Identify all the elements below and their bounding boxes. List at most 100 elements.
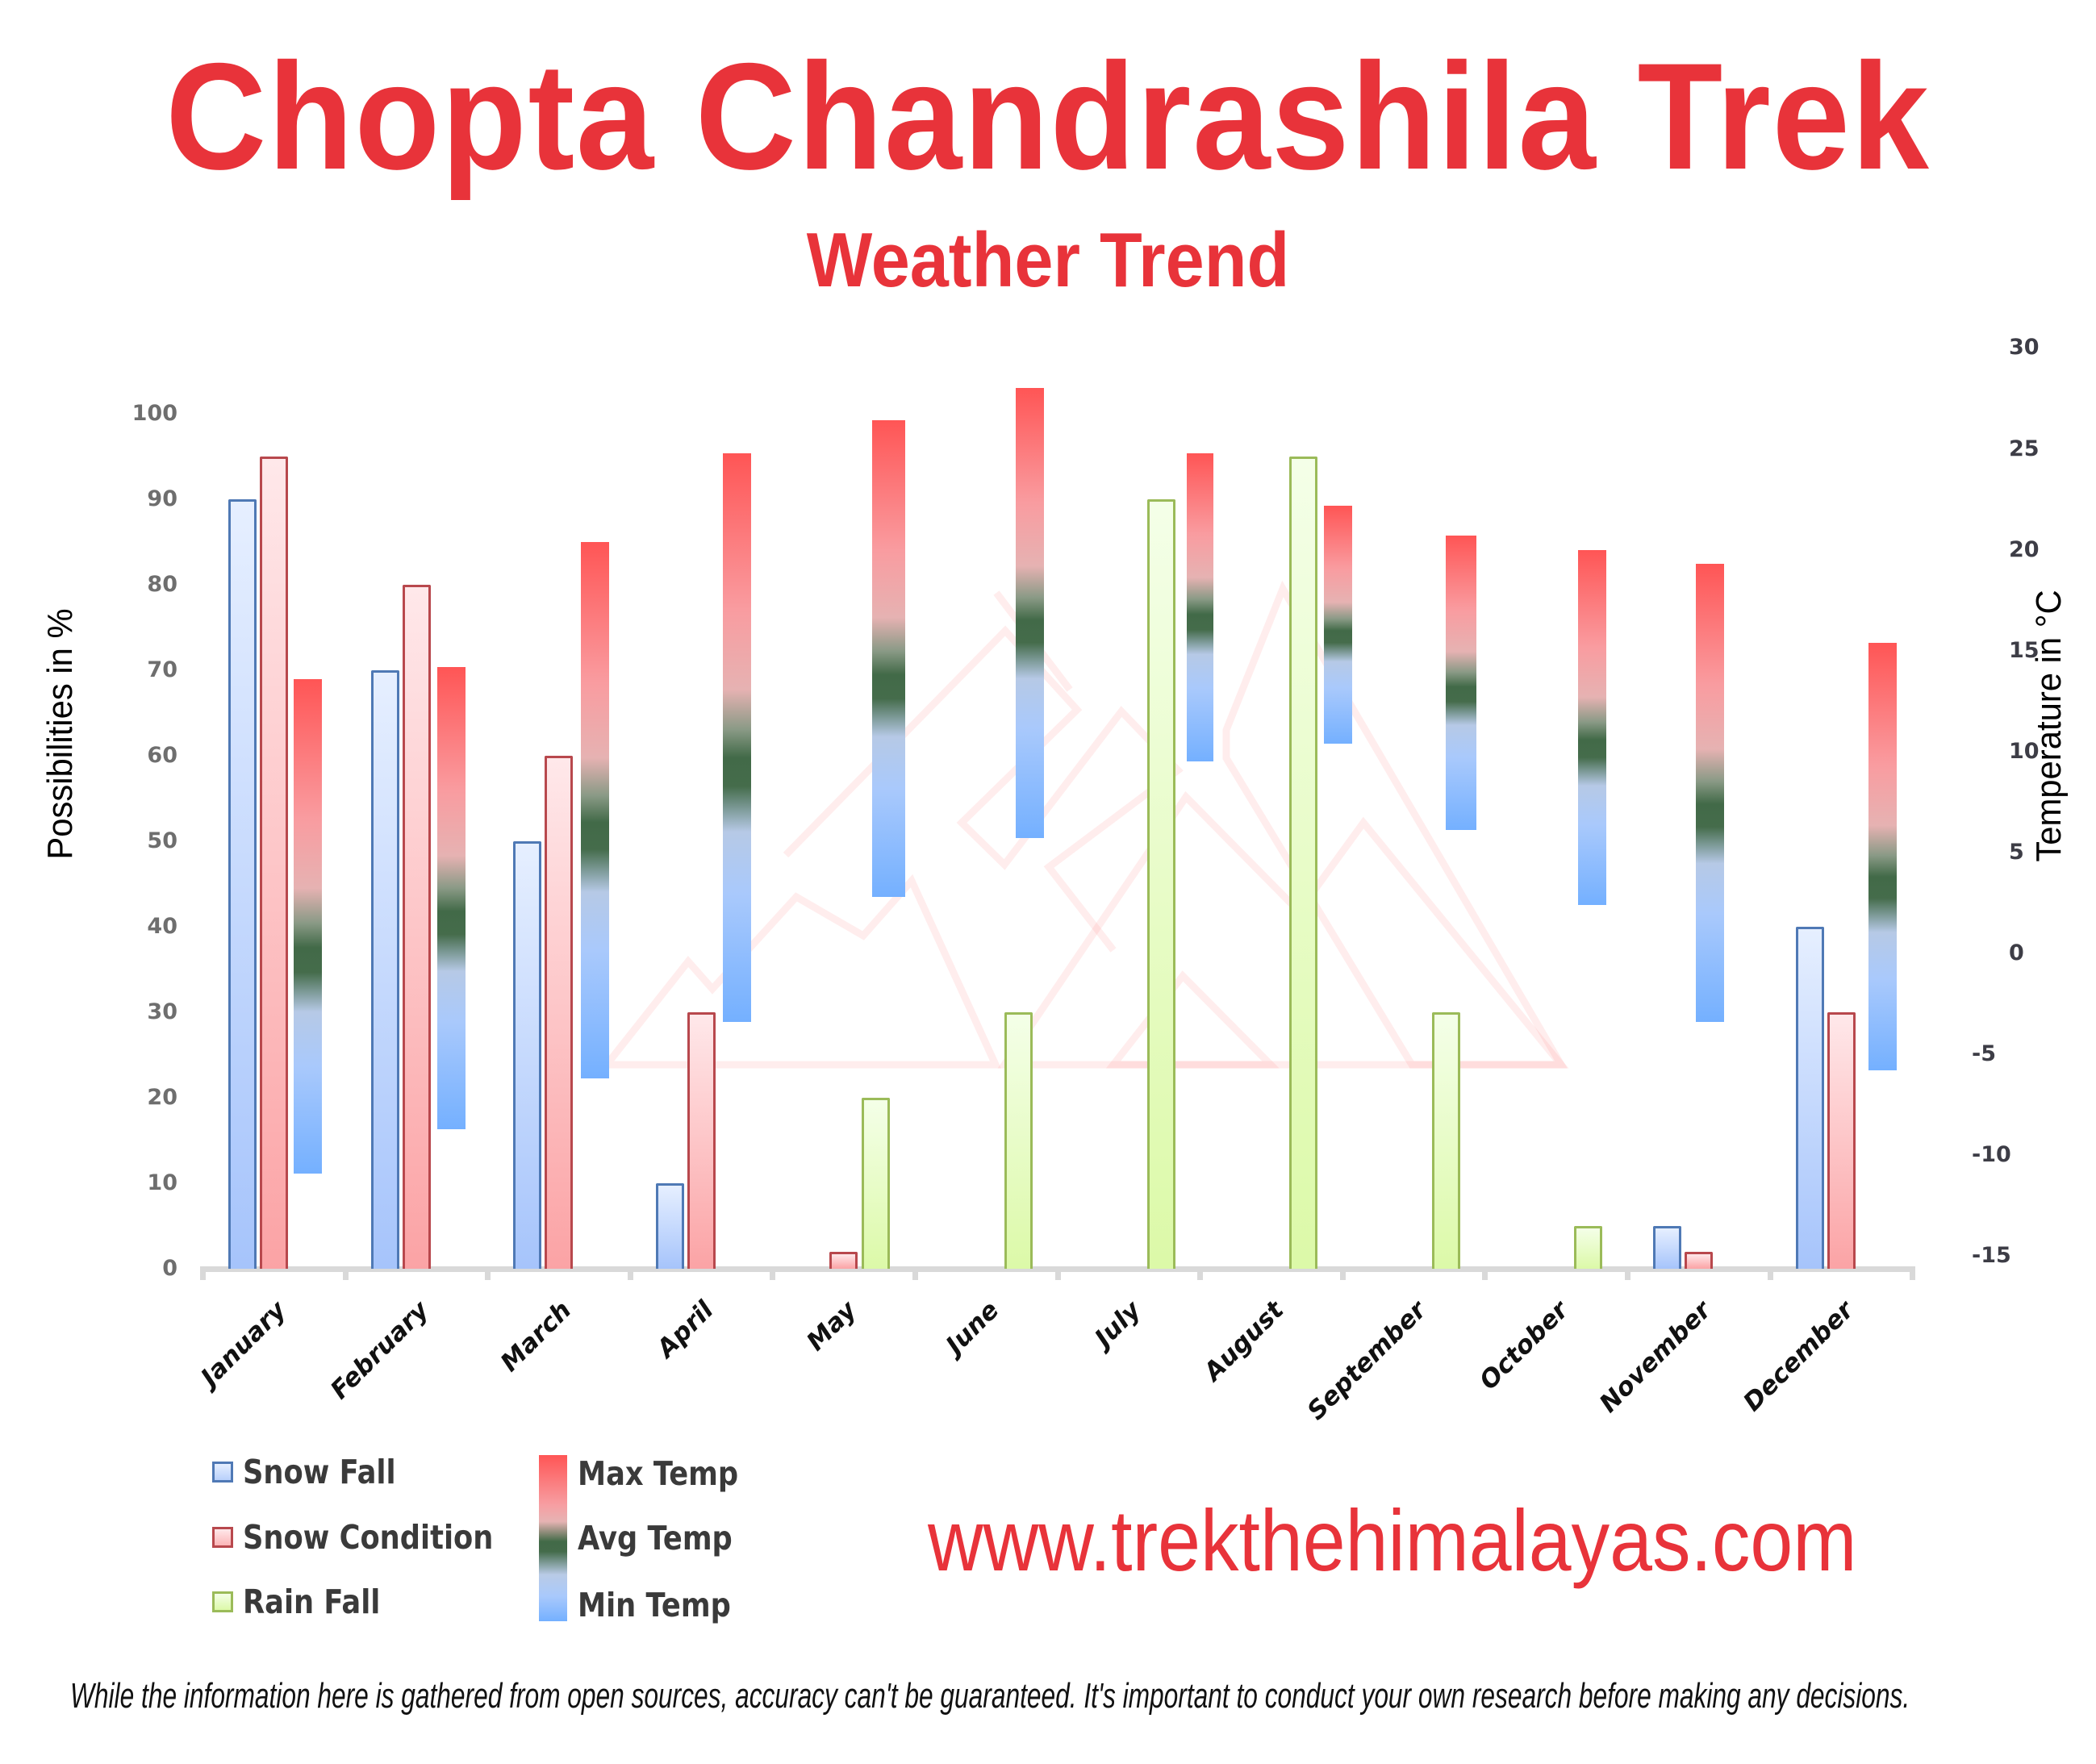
temperature-range-bar [1578,549,1607,905]
y-left-tick-label: 80 [147,572,177,597]
temperature-range-bar [581,541,610,1079]
x-axis-tick [1625,1266,1630,1280]
temperature-range-bar [1016,388,1044,839]
temperature-range-bar [1186,452,1213,762]
snow-condition-bar [829,1251,858,1269]
x-axis-tick [912,1266,918,1280]
y-right-tick-label: 10 [2009,738,2040,764]
y-axis-left-title: Possibilities in % [40,608,80,860]
snow-condition-bar [1827,1012,1856,1269]
temperature-range-bar [872,420,906,897]
y-axis-right-title: Temperature in °C [2029,590,2069,862]
month-label-july: July [1089,1295,1147,1353]
page-title: Chopta Chandrashila Trek [165,31,1931,201]
snow-condition-bar [402,585,431,1269]
y-right-tick-label: -10 [1972,1142,2011,1168]
snow-fall-bar [513,841,542,1269]
x-axis-tick [485,1266,491,1280]
month-label-june: June [940,1295,1005,1360]
legend-item-snow-condition: Snow Condition [212,1519,534,1556]
x-axis-tick [770,1266,776,1280]
month-label-january: January [195,1295,293,1392]
rain-fall-swatch-icon [212,1591,233,1612]
x-axis-tick [1482,1266,1488,1280]
legend-item-min-temp: Min Temp [578,1587,756,1624]
snow-fall-bar [228,499,257,1269]
month-label-february: February [325,1295,435,1405]
snow-fall-bar [1653,1226,1681,1269]
snow-condition-bar [687,1012,716,1269]
legend-label: Snow Fall [243,1453,396,1491]
x-axis-tick [627,1266,633,1280]
snow-fall-bar [655,1183,684,1269]
month-label-august: August [1198,1295,1290,1387]
y-left-tick-label: 50 [147,828,177,853]
y-left-tick-label: 100 [132,401,177,426]
legend-item-snow-fall: Snow Fall [212,1453,420,1491]
temperature-range-bar [722,452,751,1023]
y-left-tick-label: 90 [147,486,177,511]
temperature-range-bar [1868,642,1897,1071]
disclaimer-text: While the information here is gathered f… [70,1676,1910,1716]
rain-fall-bar [1574,1226,1603,1269]
x-axis-tick [1197,1266,1204,1280]
chart-subtitle: Weather Trend [806,217,1290,303]
temperature-gradient-swatch-icon [539,1455,567,1621]
y-right-tick-label: 5 [2009,839,2024,865]
month-label-april: April [651,1295,720,1364]
legend-item-avg-temp: Avg Temp [578,1520,758,1557]
y-right-tick-label: -15 [1972,1243,2011,1269]
temperature-range-bar [1445,536,1476,831]
y-right-tick-label: 30 [2009,335,2040,361]
legend-item-max-temp: Max Temp [578,1455,765,1492]
x-axis-tick [342,1266,349,1280]
temperature-range-bar [1324,505,1353,744]
y-left-tick-label: 10 [147,1170,177,1195]
temperature-range-bar [436,666,466,1129]
legend-label: Max Temp [578,1454,739,1493]
x-axis-tick [1910,1266,1916,1280]
y-left-tick-label: 60 [147,743,177,768]
legend-label: Min Temp [578,1586,731,1624]
y-left-tick-label: 40 [147,914,177,939]
x-axis-tick [1339,1266,1346,1280]
snow-condition-swatch-icon [212,1527,233,1548]
temperature-range-bar [294,678,322,1174]
y-right-tick-label: 0 [2009,940,2024,965]
rain-fall-bar [862,1098,891,1269]
temperature-range-bar [1696,564,1724,1023]
month-label-october: October [1474,1295,1575,1396]
y-right-tick-label: 20 [2009,536,2040,562]
legend-item-rain-fall: Rain Fall [212,1583,403,1620]
y-left-tick-label: 70 [147,657,177,682]
snow-condition-bar [1685,1251,1713,1269]
rain-fall-bar [1431,1012,1460,1269]
legend-label: Snow Condition [243,1518,494,1557]
website-url: www.trekthehimalayas.com [928,1491,1857,1589]
x-axis-tick [200,1266,206,1280]
y-right-tick-label: -5 [1972,1041,1996,1067]
snow-condition-bar [260,457,288,1269]
month-label-september: September [1301,1295,1432,1426]
month-label-december: December [1738,1295,1860,1417]
snow-fall-bar [370,670,399,1269]
rain-fall-bar [1146,499,1175,1269]
snow-fall-bar [1795,927,1824,1269]
y-left-tick-label: 30 [147,999,177,1024]
legend-label: Avg Temp [578,1519,733,1558]
legend-label: Rain Fall [243,1583,381,1621]
snow-fall-swatch-icon [212,1462,233,1483]
rain-fall-bar [1004,1012,1033,1269]
rain-fall-bar [1289,457,1318,1269]
y-right-tick-label: 25 [2009,436,2040,461]
y-left-tick-label: 0 [162,1256,177,1281]
month-label-march: March [495,1295,578,1378]
x-axis-tick [1767,1266,1773,1280]
month-label-november: November [1593,1295,1718,1419]
snow-condition-bar [545,756,574,1269]
month-label-may: May [800,1295,862,1357]
y-left-tick-label: 20 [147,1085,177,1110]
y-right-tick-label: 15 [2009,637,2040,663]
x-axis-tick [1054,1266,1061,1280]
